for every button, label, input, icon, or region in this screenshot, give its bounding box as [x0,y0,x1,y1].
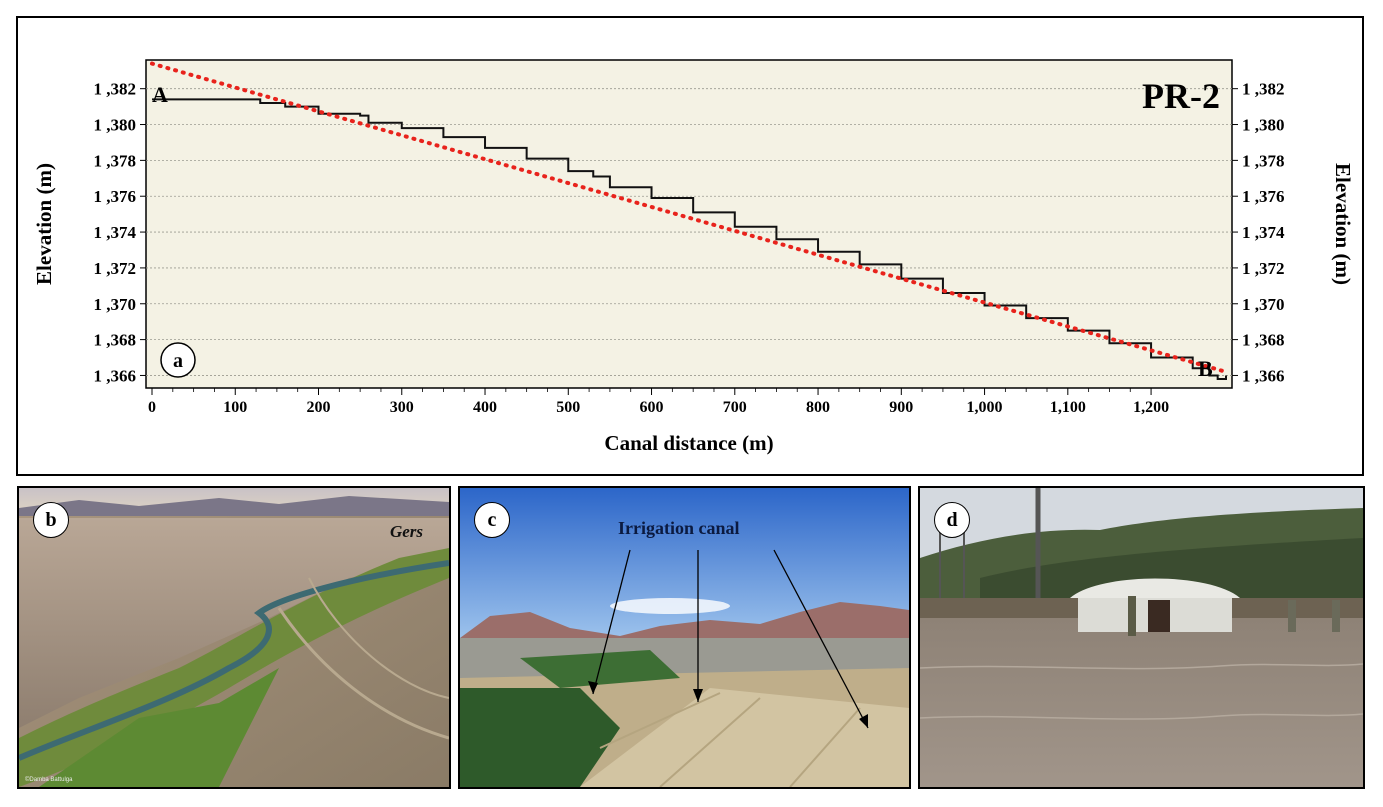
photo-panel-b: b Gers ©Damba Battulga [17,486,451,789]
y-axis-label-left: Elevation (m) [32,163,56,285]
x-tick-label: 1,100 [1050,399,1086,416]
x-tick-label: 1,200 [1133,399,1169,416]
x-tick-label: 700 [723,399,747,416]
linear-trend-line [150,61,1228,374]
elevation-profile-panel: 1 ,366 1 ,366 1 ,368 1 ,368 1 ,370 1 ,370 1 ,3… [16,16,1364,476]
x-axis-label: Canal distance (m) [604,431,773,455]
point-b-label: B [1198,356,1213,381]
y-tick-label-right: 1 ,368 [1242,331,1285,350]
y-tick-label-left: 1 ,376 [94,187,137,206]
x-tick-label: 400 [473,399,497,416]
y-tick-label-right: 1 ,380 [1242,116,1285,135]
photo-panel-c: c Irrigation canal [458,486,911,789]
x-tick-label: 0 [148,399,156,416]
x-tick-label: 800 [806,399,830,416]
y-tick-label-left: 1 ,380 [94,116,137,135]
elevation-profile-line [152,98,1227,381]
y-tick-label-right: 1 ,382 [1242,80,1285,99]
x-tick-label: 600 [640,399,664,416]
y-tick-label-left: 1 ,374 [94,223,137,242]
point-a-label: A [152,82,168,107]
x-tick-label: 200 [307,399,331,416]
elevation-profile-chart: 1 ,366 1 ,366 1 ,368 1 ,368 1 ,370 1 ,370 1 ,3… [32,59,1355,455]
x-tick-label: 500 [556,399,580,416]
profile-label: PR-2 [1142,76,1220,116]
y-tick-label-left: 1 ,366 [94,366,137,385]
y-tick-label-left: 1 ,378 [94,151,137,170]
y-tick-label-left: 1 ,372 [94,259,137,278]
x-tick-label: 300 [390,399,414,416]
aerial-river-photo [19,488,449,787]
photo-credit: ©Damba Battulga [25,777,73,783]
x-tick-label: 900 [889,399,913,416]
panel-label-b: b [33,502,69,538]
y-axis-label-right: Elevation (m) [1331,163,1355,285]
panel-label-a-circle [160,342,196,378]
y-tick-label-right: 1 ,372 [1242,259,1285,278]
panel-label-c: c [474,502,510,538]
panel-label-d: d [934,502,970,538]
plot-area [145,59,1233,389]
y-tick-label-right: 1 ,378 [1242,151,1285,170]
y-tick-label-right: 1 ,370 [1242,295,1285,314]
y-tick-label-left: 1 ,370 [94,295,137,314]
y-tick-label-left: 1 ,368 [94,331,137,350]
flooded-ger-photo [920,488,1363,787]
x-tick-label: 100 [223,399,247,416]
y-tick-label-left: 1 ,382 [94,80,137,99]
y-tick-label-right: 1 ,366 [1242,366,1285,385]
irrigation-canal-caption: Irrigation canal [618,518,740,538]
photo-panel-d: d [918,486,1365,789]
irrigation-canal-photo [460,488,909,787]
x-tick-label: 1,000 [967,399,1003,416]
y-tick-label-right: 1 ,374 [1242,223,1285,242]
y-tick-label-right: 1 ,376 [1242,187,1285,206]
panel-label-a: a [173,350,183,372]
gers-caption: Gers [389,522,423,541]
